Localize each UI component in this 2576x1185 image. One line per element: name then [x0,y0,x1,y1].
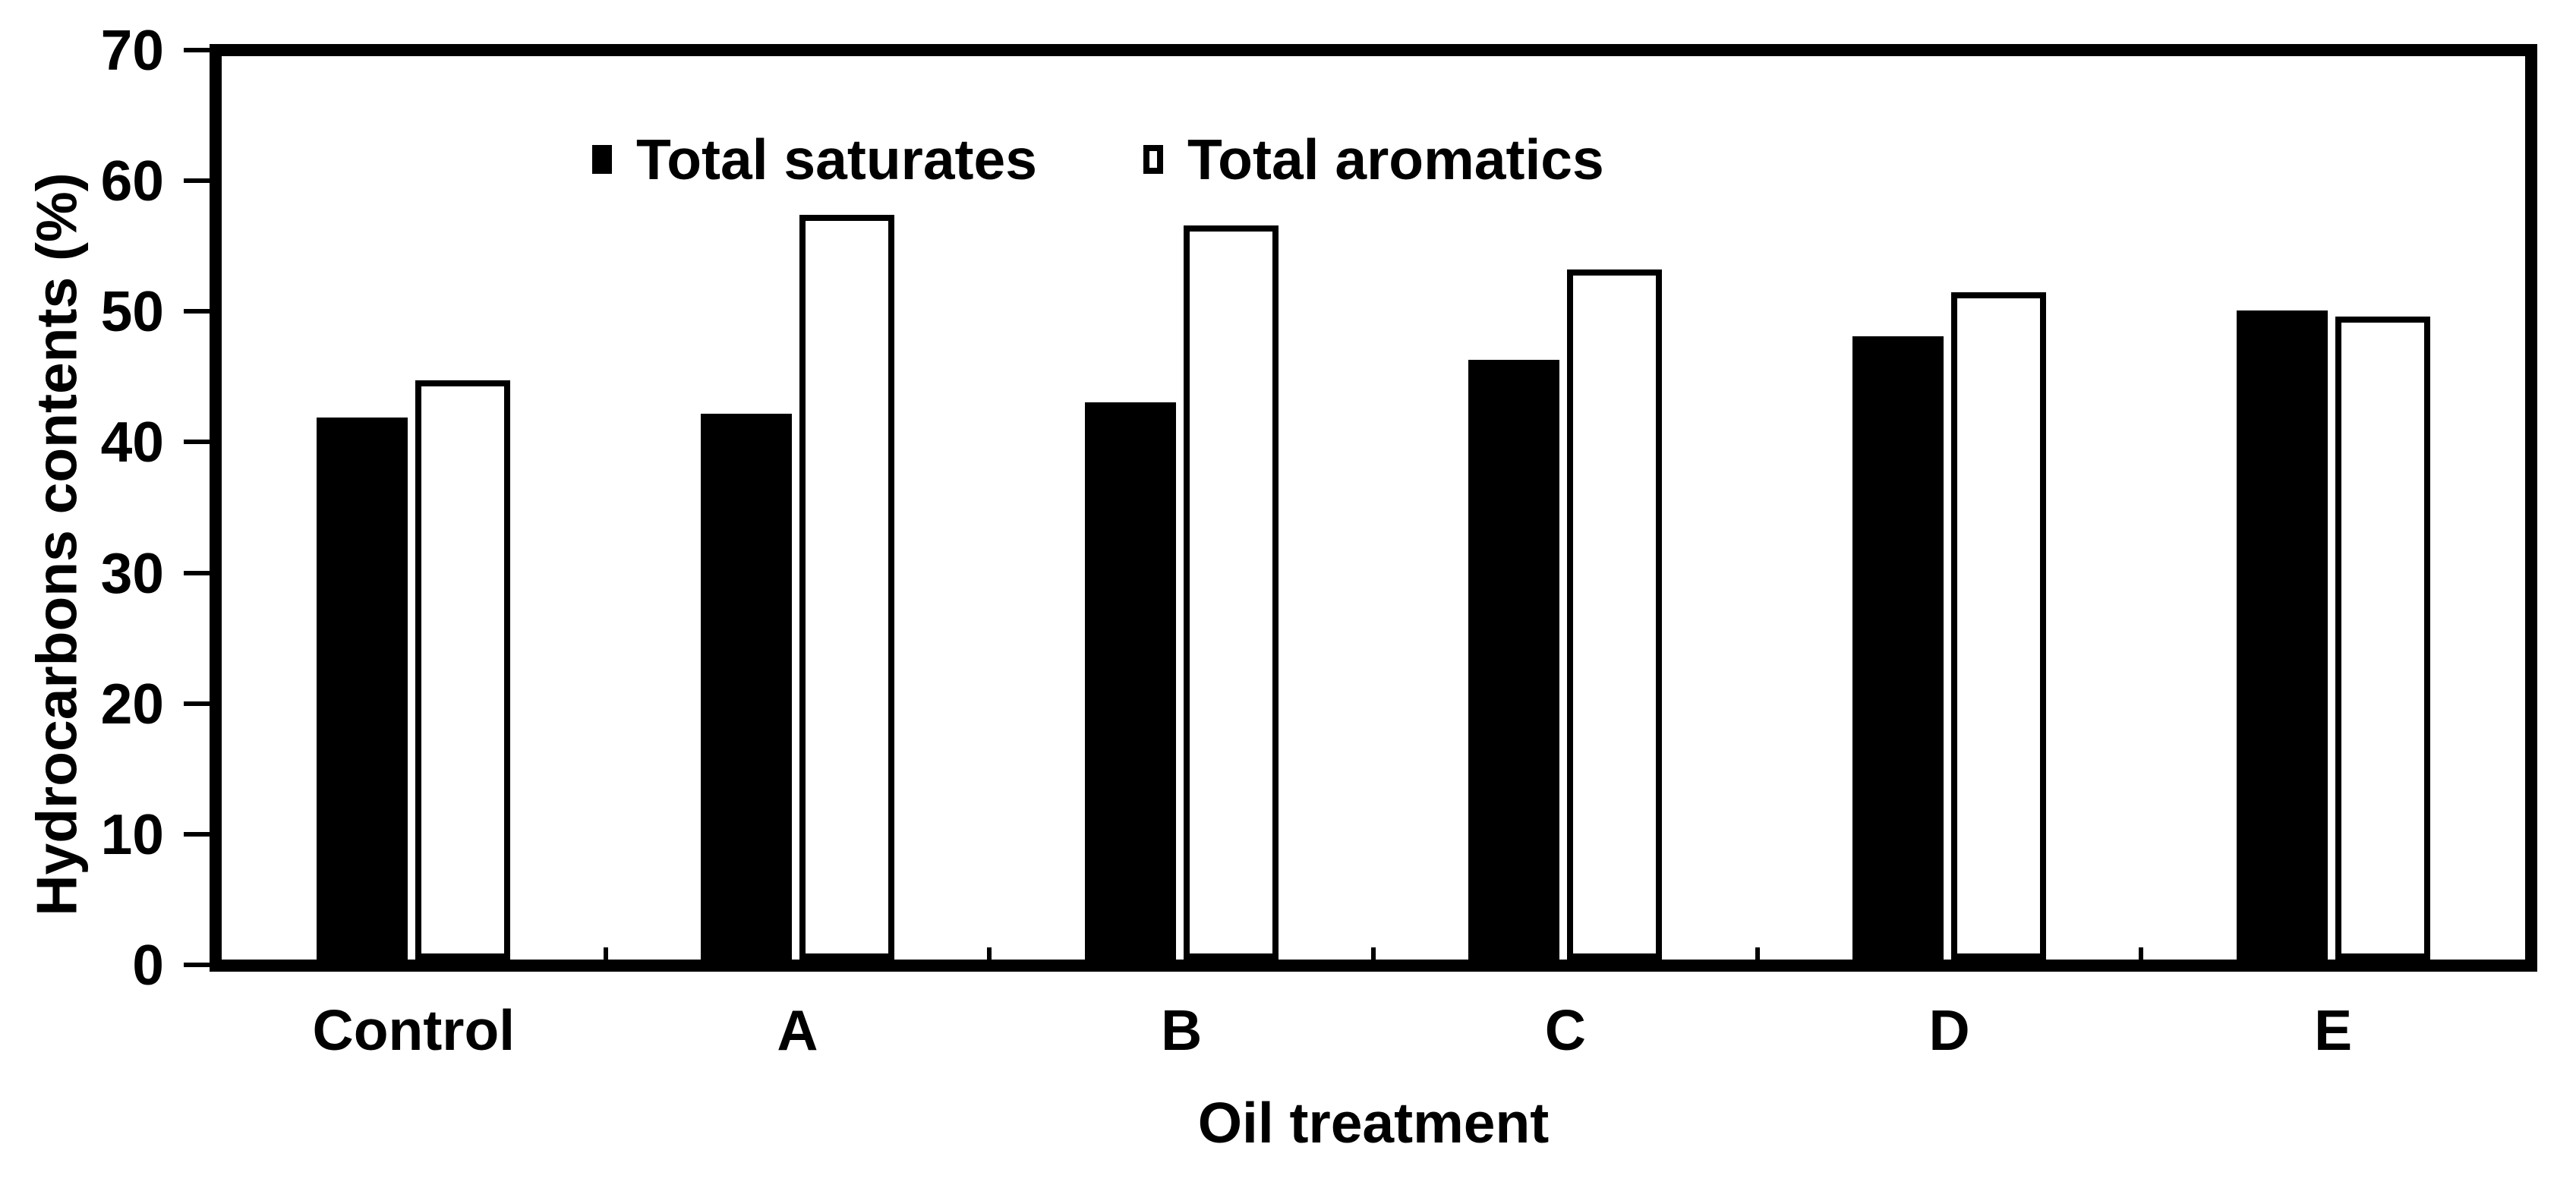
bar-b-aromatics [1183,225,1279,960]
bar-e-aromatics [2335,317,2430,960]
category-slot-a [606,56,990,960]
y-axis-tick-label: 0 [132,932,164,997]
x-axis-boundary-tick [987,947,992,960]
y-axis-ticks [184,44,210,972]
bar-c-aromatics [1567,269,1663,960]
x-axis-tick-label-b: B [1161,998,1203,1062]
y-axis-tick-label: 40 [100,410,164,474]
x-axis-boundary-tick [2139,947,2144,960]
y-axis-tick-label: 30 [100,540,164,605]
x-axis-tick-label-control: Control [312,998,516,1062]
x-axis-tick-labels: Control A B C D E [222,1002,2525,1059]
x-axis-tick-label-d: D [1928,998,1970,1062]
bar-control-saturates [317,418,408,960]
bar-c-saturates [1468,359,1560,960]
bar-b-saturates [1084,402,1176,960]
y-axis-tick-label: 70 [100,18,164,82]
bar-control-aromatics [415,380,511,960]
category-slot-d [1758,56,2142,960]
bar-e-saturates [2236,310,2328,960]
y-axis-tick-label: 20 [100,671,164,736]
category-slot-c [1373,56,1758,960]
legend-item-aromatics: Total aromatics [1143,129,1604,190]
category-slot-b [989,56,1373,960]
x-axis-boundary-tick [1755,947,1760,960]
y-axis-tick [184,570,210,575]
y-axis-tick [184,48,210,52]
x-axis-tick-label-a: A [777,998,818,1062]
x-axis-boundary-tick [603,947,608,960]
open-square-icon [1143,145,1163,174]
y-axis-tick-label: 50 [100,279,164,344]
y-axis-tick [184,701,210,706]
legend-label-aromatics: Total aromatics [1187,128,1604,191]
bar-a-aromatics [799,215,894,960]
y-axis-tick [184,178,210,184]
x-axis-title: Oil treatment [1197,1091,1550,1155]
bar-a-saturates [701,413,792,960]
plot-area: Total saturates Total aromatics [210,44,2537,972]
legend-item-saturates: Total saturates [592,129,1037,190]
y-axis-tick [184,440,210,445]
y-axis-tick [184,309,210,314]
category-slot-e [2141,56,2525,960]
x-axis-tick-label-e: E [2314,998,2353,1062]
x-axis-boundary-tick [1371,947,1376,960]
bar-d-aromatics [1951,292,2047,960]
y-axis-tick [184,831,210,837]
x-axis-tick-label-c: C [1544,998,1586,1062]
bars-area [222,56,2525,960]
filled-square-icon [592,145,612,174]
y-axis-tick-label: 60 [100,149,164,213]
legend: Total saturates Total aromatics [592,129,1604,190]
y-axis-tick [184,962,210,967]
category-slot-control [222,56,606,960]
legend-label-saturates: Total saturates [636,128,1037,191]
y-axis-tick-labels: 0 10 20 30 40 50 60 70 [0,22,164,994]
bar-d-saturates [1852,336,1944,960]
y-axis-tick-label: 10 [100,802,164,866]
